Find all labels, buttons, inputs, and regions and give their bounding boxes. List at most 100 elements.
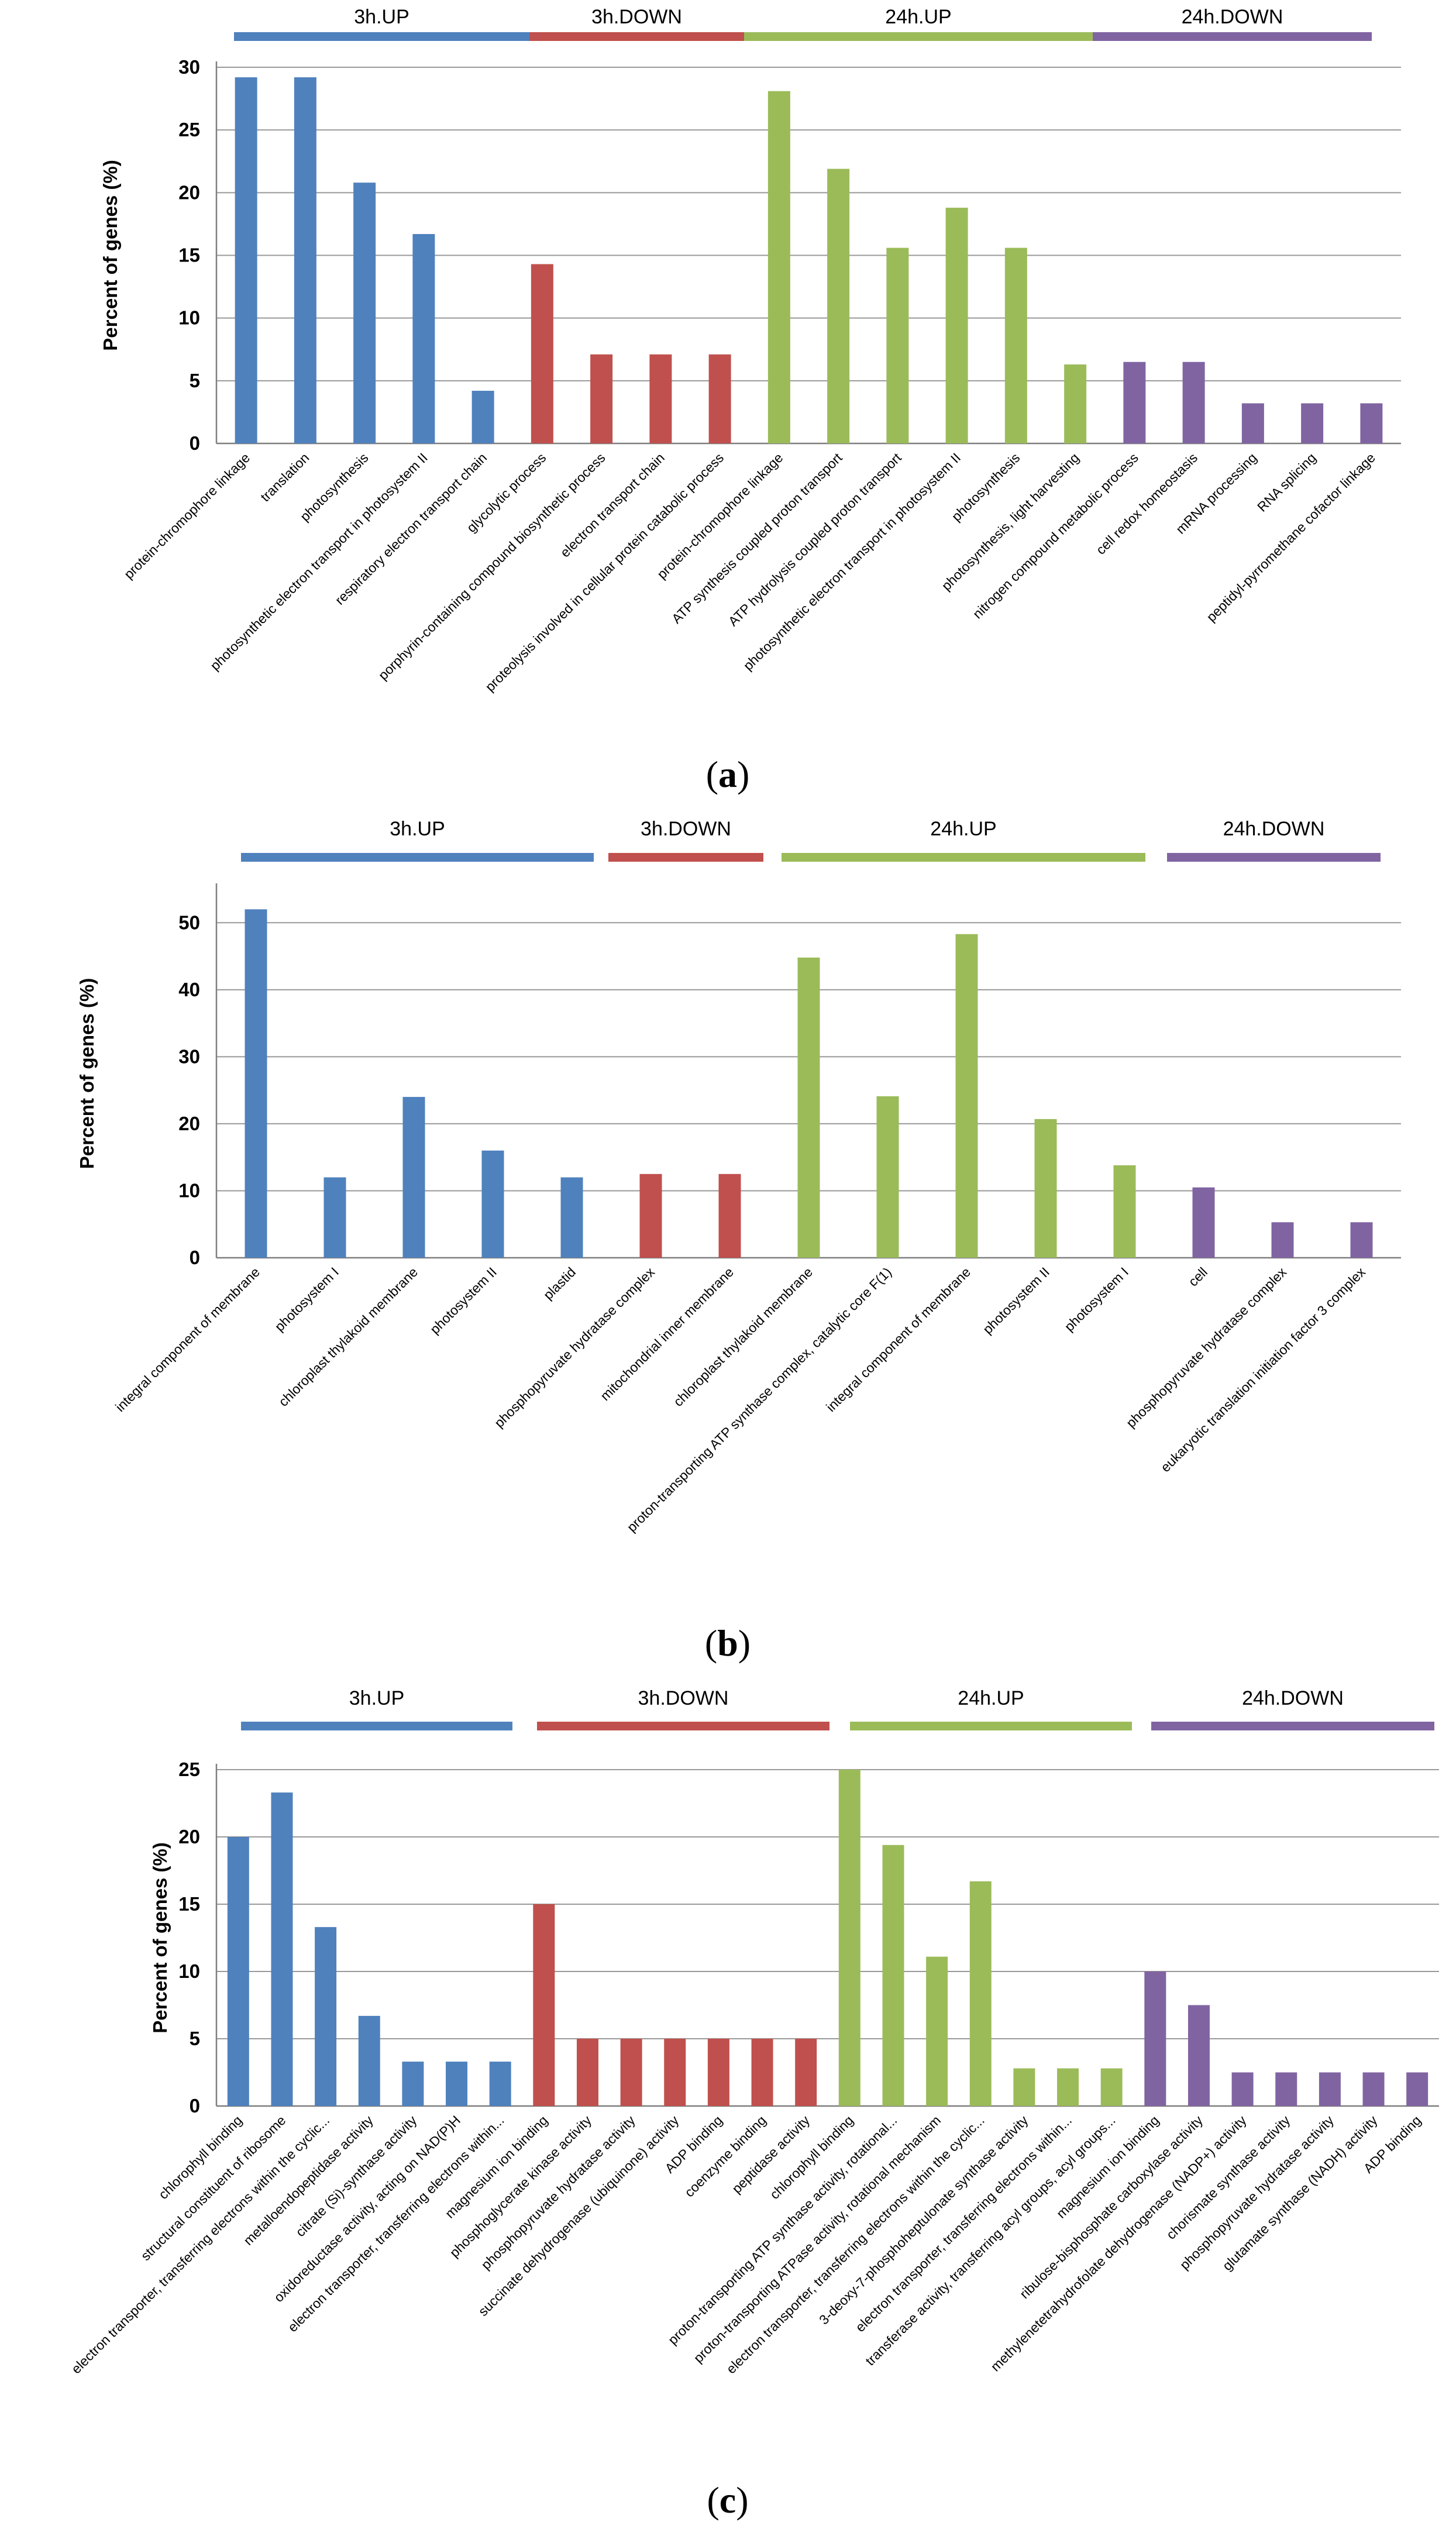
category-label: chlorophyll binding <box>156 2112 245 2202</box>
category-label: phosphopyruvate hydratase activity <box>1177 2112 1337 2273</box>
group-header-label: 3h.UP <box>349 1687 405 1709</box>
bar <box>353 183 376 443</box>
category-label: photosystem I <box>1061 1264 1131 1334</box>
category-label: protein-chromophore linkage <box>121 450 253 581</box>
group-header-bar <box>241 853 594 862</box>
panel-letter: b <box>717 1622 738 1664</box>
bar <box>1350 1222 1373 1258</box>
bar <box>235 77 257 443</box>
y-axis-label: Percent of genes (%) <box>149 1842 171 2033</box>
y-tick-label: 30 <box>178 1045 200 1067</box>
bar <box>590 354 613 443</box>
bar <box>489 2062 511 2106</box>
bar <box>1057 2068 1079 2106</box>
group-header-label: 24h.UP <box>885 6 951 28</box>
group-header-label: 24h.UP <box>958 1687 1024 1709</box>
group-header-bar <box>537 1722 829 1730</box>
y-tick-label: 0 <box>190 2095 200 2117</box>
bar <box>1123 362 1146 443</box>
group-header-bar <box>241 1722 512 1730</box>
category-label: protein-chromophore linkage <box>654 450 786 581</box>
group-header-bar <box>782 853 1145 862</box>
y-tick-label: 15 <box>178 1893 200 1915</box>
bar <box>412 234 435 443</box>
bar <box>471 390 494 443</box>
group-header-bar <box>1167 853 1381 862</box>
bar <box>707 2039 729 2106</box>
group-header-label: 24h.DOWN <box>1182 6 1283 28</box>
bar <box>576 2039 598 2106</box>
bar <box>767 91 790 443</box>
bar <box>795 2039 817 2106</box>
bar <box>876 1096 899 1258</box>
bar <box>882 1845 904 2106</box>
category-label: cell redox homeostasis <box>1093 450 1200 558</box>
bar <box>294 77 316 443</box>
bar <box>1275 2072 1297 2106</box>
bar <box>1271 1222 1294 1258</box>
bar <box>1034 1119 1057 1258</box>
category-label: chloroplast thylakoid membrane <box>670 1264 815 1409</box>
category-label: photosynthetic electron transport in pho… <box>207 450 431 673</box>
bar <box>1144 1971 1166 2106</box>
bar <box>1241 403 1264 443</box>
bar <box>358 2015 380 2106</box>
category-label: peptidase activity <box>729 2112 813 2196</box>
panel-letter: a <box>718 753 737 795</box>
bar <box>533 1904 555 2106</box>
group-header-bar <box>608 853 763 862</box>
bar <box>945 208 968 443</box>
y-axis-label: Percent of genes (%) <box>99 160 121 350</box>
bar <box>664 2039 686 2106</box>
panel-letter: c <box>720 2479 736 2521</box>
y-tick-label: 10 <box>178 1960 200 1982</box>
category-label: integral component of membrane <box>112 1264 263 1415</box>
group-header-label: 3h.UP <box>354 6 409 28</box>
bar <box>955 934 978 1258</box>
bar <box>402 1097 425 1258</box>
bar <box>271 1792 293 2106</box>
y-tick-label: 10 <box>178 307 200 329</box>
category-label: photosystem I <box>271 1264 342 1334</box>
y-tick-label: 20 <box>178 1826 200 1847</box>
bar <box>1187 2005 1210 2106</box>
y-tick-label: 40 <box>178 979 200 1000</box>
group-header-bar <box>234 32 529 41</box>
bar <box>1360 403 1383 443</box>
y-tick-label: 25 <box>178 119 200 140</box>
category-label: cell <box>1185 1264 1210 1289</box>
bar <box>620 2039 642 2106</box>
y-tick-label: 5 <box>190 2028 200 2049</box>
y-tick-label: 0 <box>190 432 200 454</box>
bar <box>323 1177 346 1258</box>
bar <box>1231 2072 1254 2106</box>
category-label: chlorophyll binding <box>767 2112 856 2202</box>
bar <box>1301 403 1324 443</box>
group-header-bar <box>529 32 744 41</box>
chart-panel-a: 0 5 10 15 20 25 30 Percent of genes (%) protein-… <box>99 6 1401 795</box>
category-label: mitochondrial inner membrane <box>597 1264 736 1403</box>
y-axis-label: Percent of genes (%) <box>76 978 98 1169</box>
bar <box>649 354 672 443</box>
category-label: photosynthetic electron transport in pho… <box>740 450 963 673</box>
bar <box>560 1177 583 1258</box>
chart-panel-b: 0 10 20 30 40 50 Percent of genes (%) integral … <box>76 818 1401 1664</box>
bar <box>708 354 731 443</box>
bar <box>481 1150 504 1258</box>
bar <box>1182 362 1205 443</box>
y-tick-label: 5 <box>190 370 200 391</box>
bar <box>1319 2072 1341 2106</box>
bar <box>446 2062 468 2106</box>
group-header-label: 24h.UP <box>930 818 996 840</box>
category-label: chloroplast thylakoid membrane <box>276 1264 421 1409</box>
bar <box>315 1927 337 2106</box>
category-label: phosphopyruvate hydratase complex <box>1123 1264 1290 1431</box>
panel-label: (a) <box>706 753 750 795</box>
bar <box>639 1174 662 1258</box>
bar <box>1362 2072 1385 2106</box>
bar <box>751 2039 773 2106</box>
y-tick-label: 20 <box>178 181 200 203</box>
y-tick-label: 15 <box>178 245 200 266</box>
category-label: electron transport chain <box>557 450 667 560</box>
